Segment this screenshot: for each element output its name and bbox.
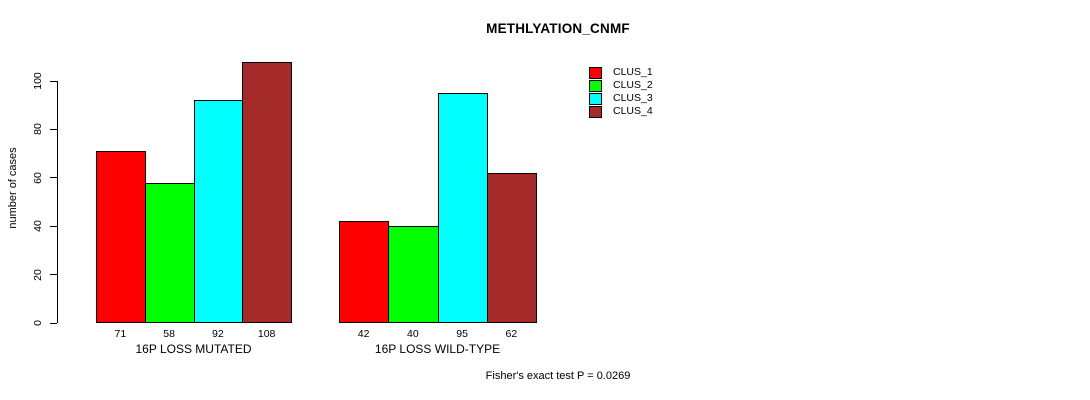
y-axis-title: number of cases [7, 147, 19, 229]
y-axis-tick-label: 20 [32, 268, 44, 281]
bar-value-label: 108 [257, 328, 276, 340]
bar-clus_4-group1 [242, 61, 292, 323]
y-axis-tick [50, 177, 57, 179]
legend: CLUS_1 CLUS_2 CLUS_3 CLUS_4 [589, 66, 653, 118]
chart-title: METHLYATION_CNMF [486, 21, 630, 36]
group-label: 16P LOSS MUTATED [135, 342, 252, 356]
y-axis-tick [50, 274, 57, 276]
legend-item-clus_3: CLUS_3 [589, 92, 653, 105]
legend-label: CLUS_1 [613, 66, 653, 78]
y-axis-tick [50, 225, 57, 227]
bar-clus_1-group2 [339, 221, 390, 323]
y-axis-line [57, 81, 58, 323]
legend-item-clus_2: CLUS_2 [589, 79, 653, 92]
bar-clus_1-group1 [96, 151, 146, 323]
y-axis-tick [50, 128, 57, 130]
bar-value-label: 92 [212, 328, 224, 340]
bar-value-label: 62 [505, 328, 518, 340]
legend-label: CLUS_2 [613, 79, 653, 91]
y-axis-tick [50, 80, 57, 82]
legend-swatch-clus_2 [589, 79, 602, 92]
legend-swatch-clus_1 [589, 66, 602, 79]
bar-value-label: 42 [357, 328, 370, 340]
bar-value-label: 40 [407, 328, 419, 340]
bar-clus_2-group1 [144, 182, 195, 323]
legend-label: CLUS_3 [613, 92, 653, 104]
group-label: 16P LOSS WILD-TYPE [374, 342, 501, 356]
bar-value-label: 58 [163, 328, 175, 340]
y-axis-tick-label: 40 [32, 220, 44, 233]
y-axis-tick [50, 322, 57, 324]
bar-clus_4-group2 [486, 172, 537, 323]
legend-item-clus_4: CLUS_4 [589, 105, 653, 118]
legend-item-clus_1: CLUS_1 [589, 66, 653, 79]
bar-clus_3-group1 [193, 100, 244, 323]
y-axis-tick-label: 80 [32, 123, 44, 136]
legend-label: CLUS_4 [613, 105, 653, 117]
y-axis-tick-label: 100 [32, 72, 44, 90]
fisher-test-annotation: Fisher's exact test P = 0.0269 [485, 370, 631, 382]
legend-swatch-clus_4 [589, 105, 602, 118]
bar-value-label: 95 [456, 328, 468, 340]
legend-swatch-clus_3 [589, 92, 602, 105]
y-axis-tick-label: 60 [32, 171, 44, 184]
y-axis-tick-label: 0 [32, 320, 44, 326]
bar-value-label: 71 [114, 328, 127, 340]
bar-clus_3-group2 [437, 93, 488, 323]
bar-clus_2-group2 [388, 226, 439, 323]
